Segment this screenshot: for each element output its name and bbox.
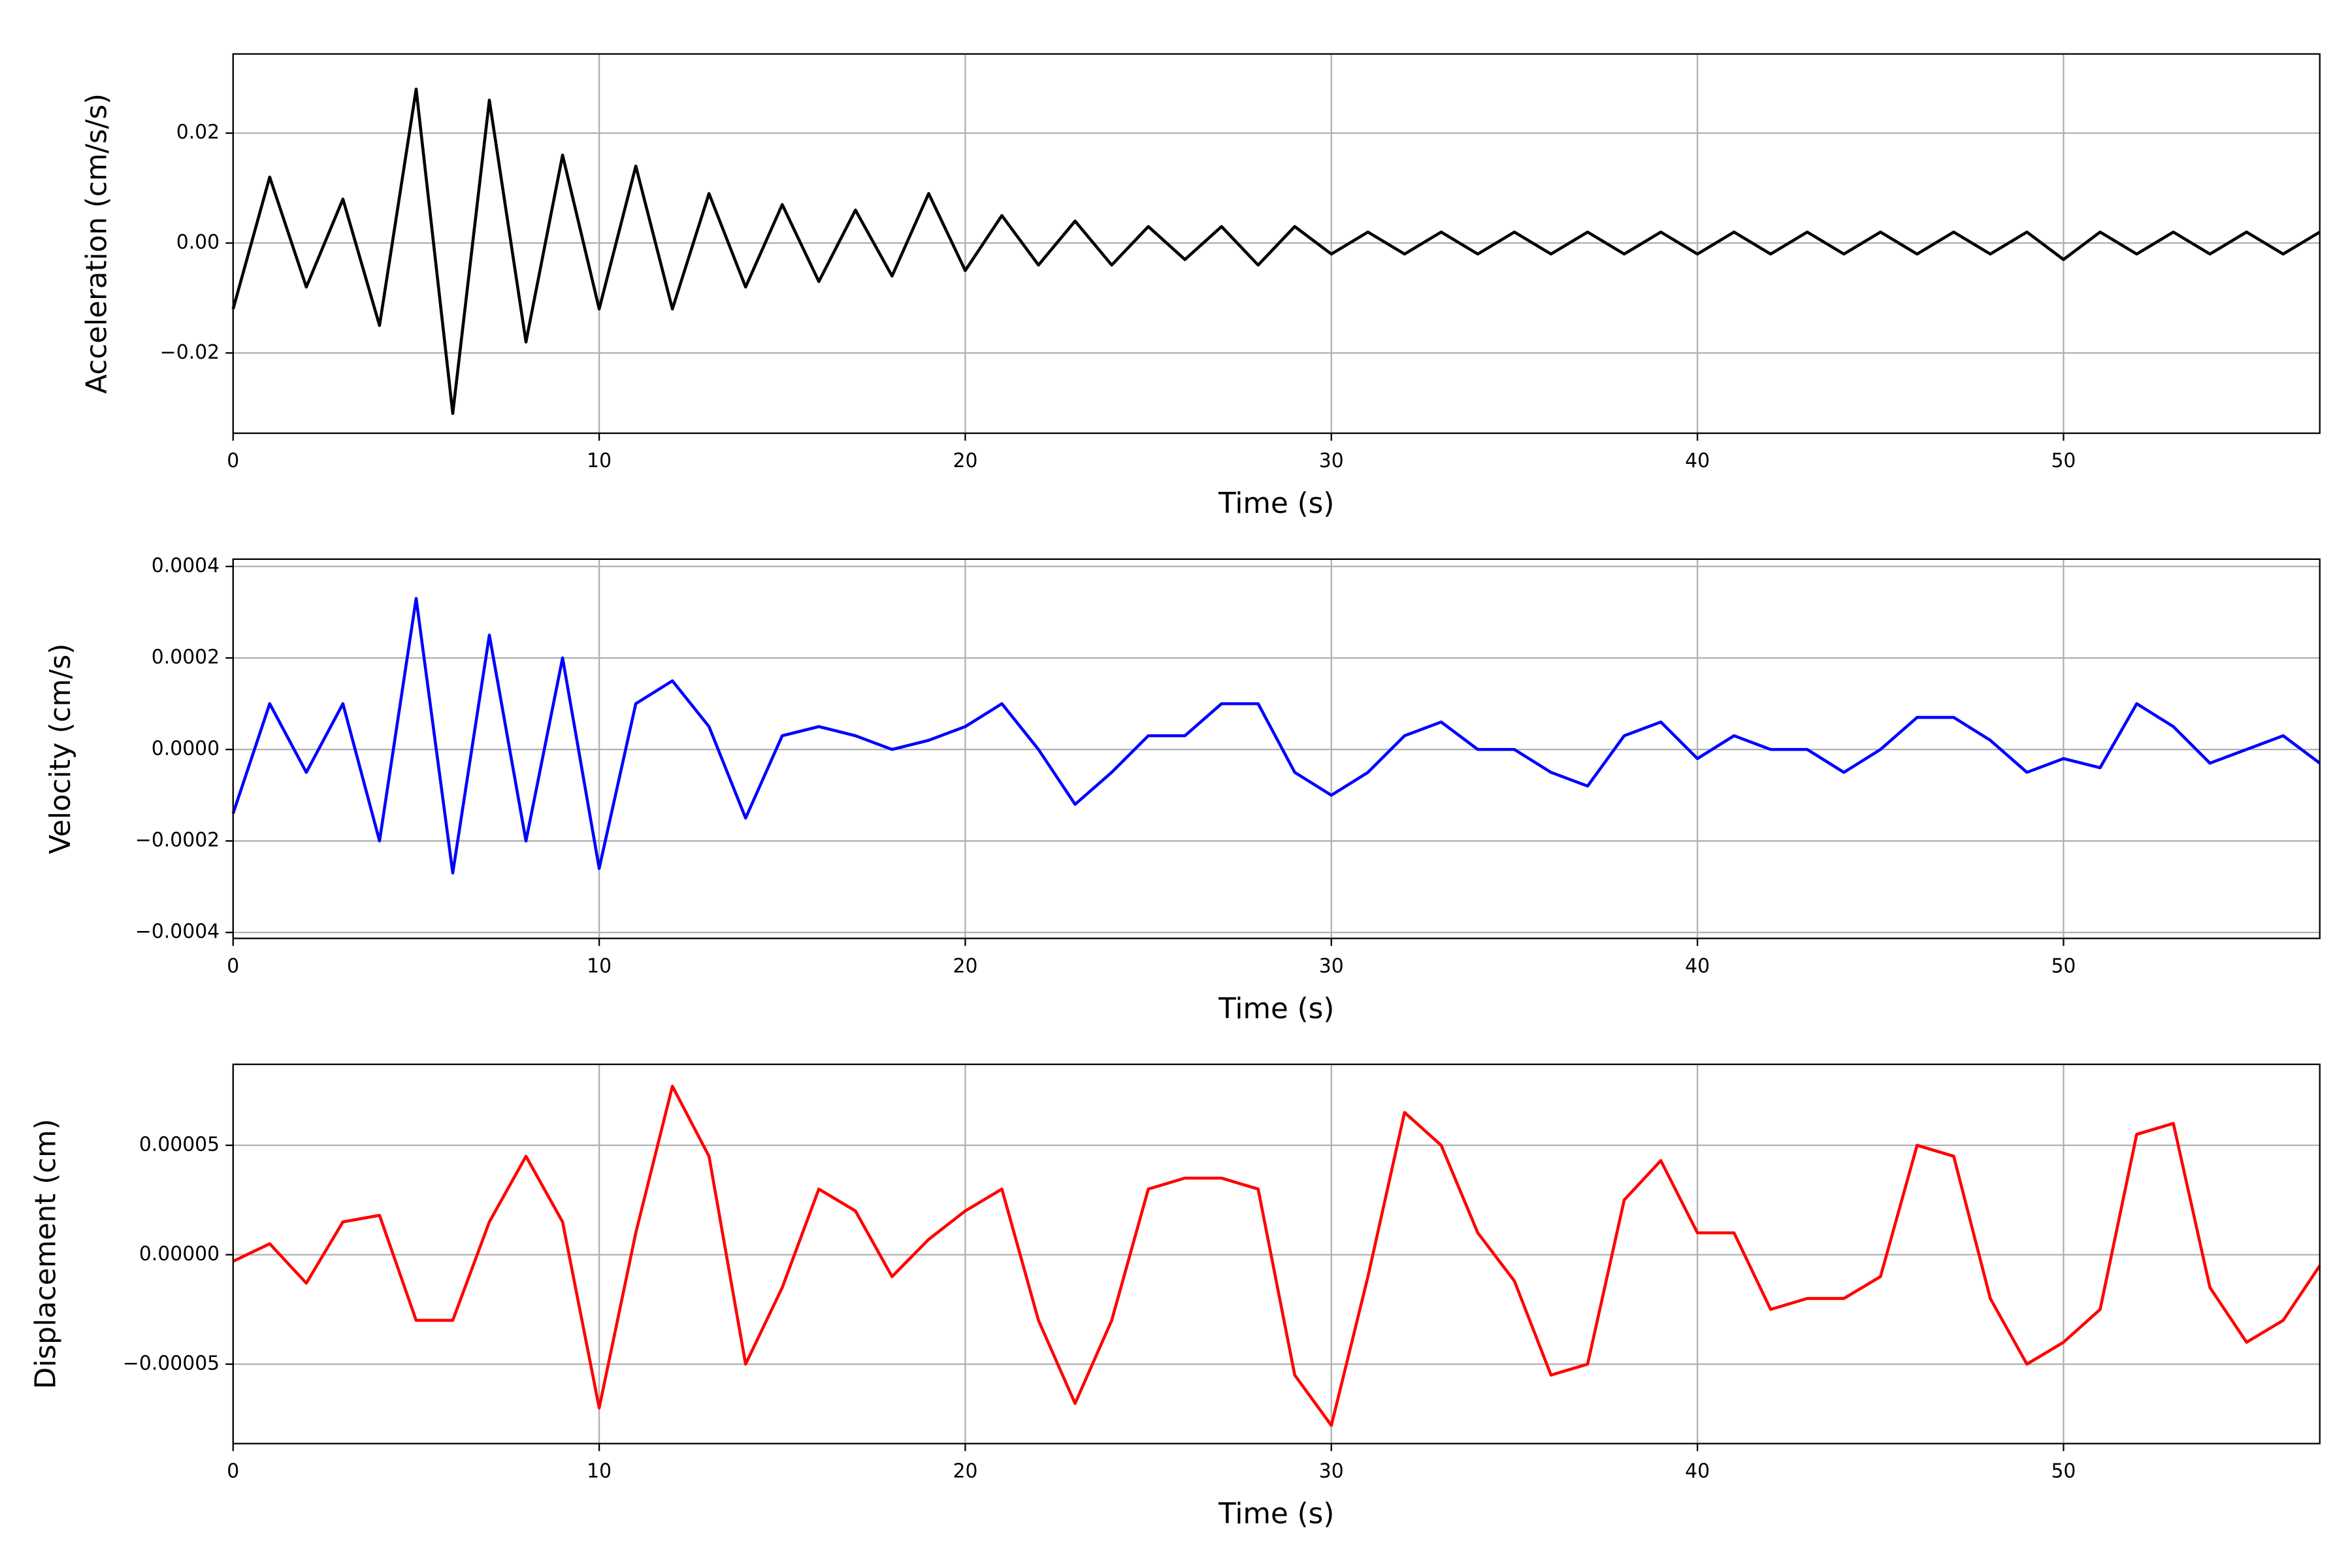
x-tick-label: 50	[2051, 449, 2076, 472]
x-tick-label: 0	[227, 1460, 239, 1483]
data-line	[231, 88, 2321, 416]
x-axis-label: Time (s)	[1218, 487, 1334, 520]
x-tick-label: 30	[1319, 449, 1344, 472]
x-tick-label: 0	[227, 449, 239, 472]
y-tick-label: 0.0002	[152, 646, 220, 669]
x-tick-label: 40	[1685, 955, 1710, 977]
y-tick-label: −0.0002	[135, 829, 220, 852]
data-line	[232, 1085, 2321, 1428]
x-tick-label: 10	[587, 1460, 612, 1483]
x-tick-label: 10	[587, 955, 612, 977]
x-tick-label: 40	[1685, 1460, 1710, 1483]
x-tick-label: 30	[1319, 1460, 1344, 1483]
plot-frame	[232, 1063, 2321, 1445]
plot-frame	[232, 53, 2321, 434]
y-axis-label: Displacement (cm)	[29, 1119, 62, 1389]
y-tick-label: −0.00005	[123, 1352, 220, 1375]
data-line	[231, 596, 2321, 875]
x-axis-label: Time (s)	[1218, 1498, 1334, 1531]
y-tick-label: −0.02	[160, 341, 220, 364]
x-tick-label: 20	[953, 955, 977, 977]
y-tick-label: 0.00005	[139, 1134, 220, 1156]
x-tick-label: 40	[1685, 449, 1710, 472]
x-tick-label: 30	[1319, 955, 1344, 977]
x-tick-label: 20	[953, 1460, 977, 1483]
x-tick-label: 0	[227, 955, 239, 977]
y-axis-label: Acceleration (cm/s/s)	[80, 93, 113, 394]
y-tick-label: 0.02	[176, 121, 220, 144]
y-tick-label: 0.0004	[152, 555, 220, 578]
x-axis-label: Time (s)	[1218, 992, 1334, 1025]
y-tick-label: 0.00000	[139, 1243, 220, 1266]
y-axis-label: Velocity (cm/s)	[44, 644, 77, 855]
y-tick-label: −0.0004	[135, 921, 220, 943]
plot-frame	[232, 558, 2321, 939]
x-tick-label: 50	[2051, 955, 2076, 977]
y-tick-label: 0.0000	[152, 738, 220, 760]
y-tick-label: 0.00	[176, 231, 220, 254]
x-tick-label: 20	[953, 449, 977, 472]
x-tick-label: 10	[587, 449, 612, 472]
x-tick-label: 50	[2051, 1460, 2076, 1483]
